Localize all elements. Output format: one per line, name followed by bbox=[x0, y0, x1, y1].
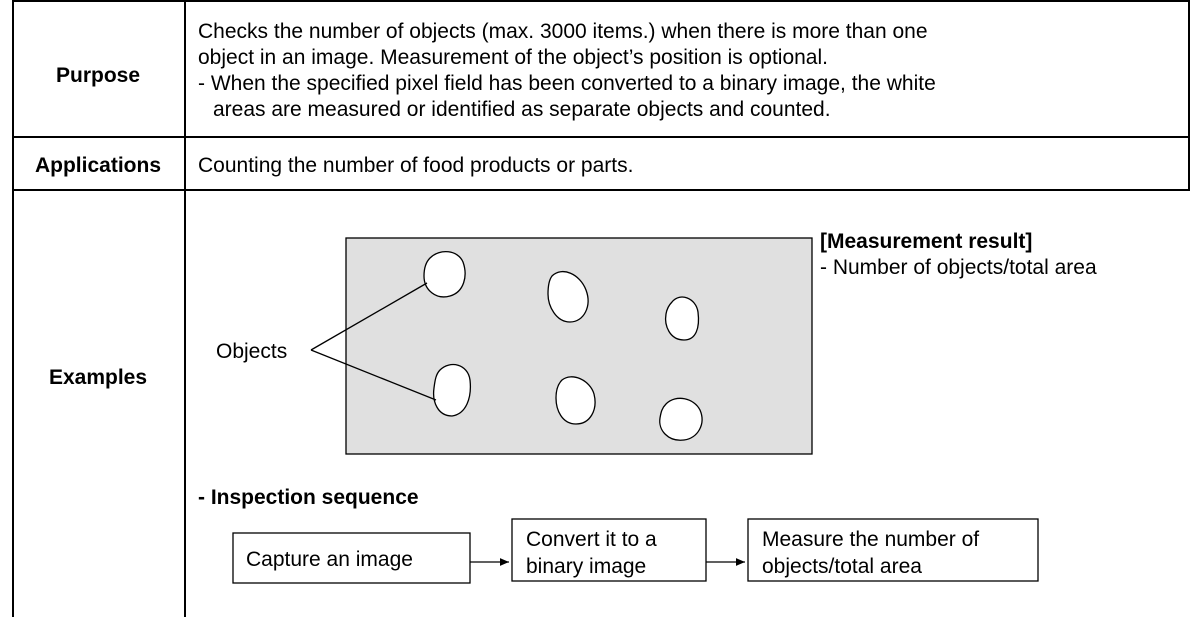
result-title: [Measurement result] bbox=[820, 230, 1032, 253]
step-text: Convert it to a bbox=[526, 528, 657, 551]
step-text: Capture an image bbox=[246, 548, 413, 571]
row-header: Purpose bbox=[56, 64, 140, 87]
step-text: binary image bbox=[526, 555, 646, 578]
step-text: objects/total area bbox=[762, 555, 922, 578]
row-header: Applications bbox=[35, 154, 161, 177]
flow bbox=[232, 518, 1039, 584]
cell-text: Checks the number of objects (max. 3000 … bbox=[198, 20, 928, 43]
cell-text: object in an image. Measurement of the o… bbox=[198, 46, 828, 69]
step-text: Measure the number of bbox=[762, 528, 979, 551]
example-image bbox=[310, 237, 813, 455]
result-text: - Number of objects/total area bbox=[820, 256, 1097, 279]
cell-text: Counting the number of food products or … bbox=[198, 154, 633, 177]
callout-label: Objects bbox=[216, 340, 287, 363]
table-grid bbox=[12, 0, 1190, 617]
sequence-title: - Inspection sequence bbox=[198, 486, 419, 509]
cell-text: - When the specified pixel field has bee… bbox=[198, 72, 936, 95]
cell-text: areas are measured or identified as sepa… bbox=[213, 98, 831, 121]
row-header: Examples bbox=[49, 366, 147, 389]
